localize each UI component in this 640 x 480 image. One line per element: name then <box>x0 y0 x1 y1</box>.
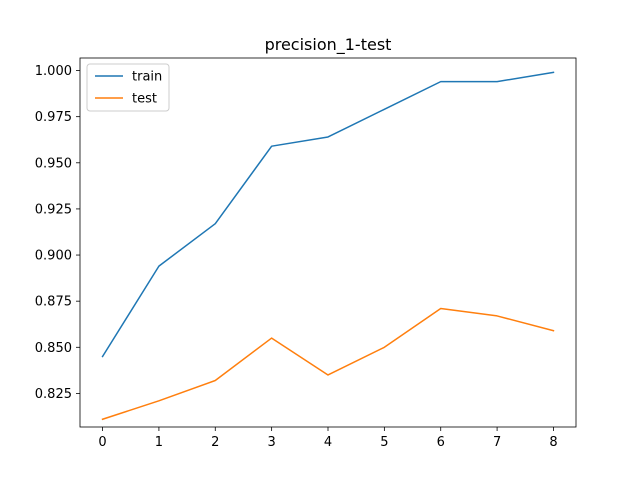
x-tick-label: 4 <box>324 435 332 450</box>
y-tick-label: 0.875 <box>35 295 72 310</box>
legend: train test <box>86 63 170 112</box>
y-tick-label: 0.950 <box>35 156 72 171</box>
series-line-test <box>101 307 555 421</box>
y-tick-label: 0.925 <box>35 202 72 217</box>
x-tick-label: 8 <box>549 435 557 450</box>
y-tick-label: 1.000 <box>35 64 72 79</box>
plot-area: 0 1 2 3 4 5 6 7 8 0.825 0.850 0.875 0.900 0.925 0.950 0… <box>35 57 577 450</box>
y-tick-label: 0.825 <box>35 387 72 402</box>
y-tick-label: 0.900 <box>35 249 72 264</box>
y-tick-label: 0.850 <box>35 341 72 356</box>
y-tick-label: 0.975 <box>35 110 72 125</box>
series-line-train <box>101 71 555 358</box>
x-tick-label: 1 <box>155 435 163 450</box>
x-tick-label: 7 <box>493 435 501 450</box>
x-tick-label: 2 <box>211 435 219 450</box>
x-tick-label: 6 <box>437 435 445 450</box>
legend-label-test: test <box>132 92 157 107</box>
x-tick-label: 5 <box>380 435 388 450</box>
x-tick-label: 0 <box>98 435 106 450</box>
legend-label-train: train <box>132 70 162 85</box>
chart-title: precision_1-test <box>265 35 392 55</box>
x-tick-label: 3 <box>267 435 275 450</box>
